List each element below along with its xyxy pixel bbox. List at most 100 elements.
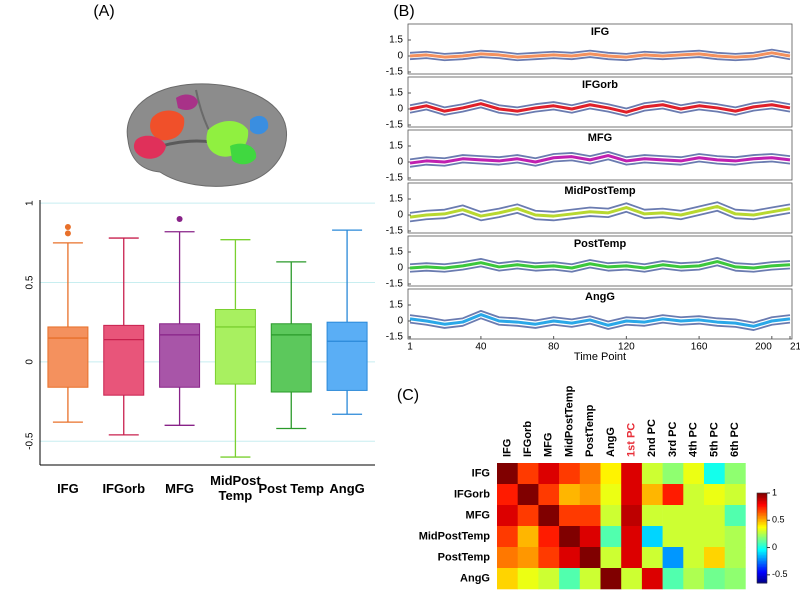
heatmap-cell: [704, 505, 725, 527]
row-label: PostTemp: [438, 551, 491, 563]
column-label: 5th PC: [708, 422, 720, 457]
row-label: MFG: [466, 509, 490, 521]
y-tick-label: -1.5: [386, 279, 404, 290]
heatmap-cell: [621, 526, 643, 548]
y-tick-label: -1.5: [386, 173, 404, 184]
colorbar-strip: [757, 518, 767, 521]
colorbar-strip: [757, 496, 767, 498]
heatmap-cell: [579, 568, 601, 590]
colorbar-strip: [757, 508, 767, 510]
heatmap-cell: [600, 526, 622, 548]
panel-title: MFG: [588, 132, 612, 144]
column-label: AngG: [605, 427, 617, 457]
heatmap-cell: [704, 526, 725, 548]
colorbar-strip: [757, 532, 767, 534]
x-tick-label: IFG: [57, 480, 79, 496]
colorbar-strip: [757, 575, 767, 578]
series-line: [409, 201, 791, 214]
brain-illustration: [126, 83, 288, 187]
colorbar-strip: [757, 539, 767, 542]
heatmap-cell: [559, 505, 581, 527]
outlier: [64, 223, 71, 230]
colorbar-strip: [757, 500, 767, 503]
colorbar-strip: [757, 535, 767, 537]
colorbar-strip: [757, 542, 767, 545]
heatmap-cell: [662, 526, 684, 548]
colorbar-strip: [757, 572, 767, 575]
heatmap-cell: [662, 463, 684, 485]
colorbar-strip: [757, 511, 767, 513]
box: [214, 308, 256, 385]
y-tick-label: -1.5: [386, 120, 404, 131]
heatmap-cell: [600, 547, 622, 569]
colorbar-strip: [757, 509, 767, 512]
series-line: [409, 209, 791, 223]
heatmap-cell: [538, 463, 560, 485]
heatmap-cell: [704, 484, 725, 506]
column-label: 1st PC: [625, 423, 637, 457]
heatmap-cell: [724, 568, 746, 590]
y-tick-label: 1: [25, 200, 36, 206]
heatmap-cell: [579, 547, 601, 569]
y-tick-label: 0: [397, 263, 403, 274]
heatmap-cell: [683, 505, 705, 527]
panel-label: (B): [393, 3, 414, 20]
heatmap-cell: [579, 463, 601, 485]
column-label: 3rd PC: [667, 421, 679, 457]
colorbar-strip: [757, 526, 767, 528]
box: [326, 321, 368, 391]
box: [47, 326, 89, 388]
colorbar-strip: [757, 536, 767, 539]
y-tick-label: -1.5: [386, 226, 404, 237]
x-tick-label: AngG: [329, 480, 365, 496]
heatmap-cell: [497, 505, 518, 527]
heatmap-cell: [600, 505, 622, 527]
heatmap-cell: [579, 484, 601, 506]
colorbar-strip: [757, 517, 767, 519]
colorbar-tick-label: 1: [772, 487, 777, 497]
colorbar-strip: [757, 515, 767, 518]
colorbar-strip: [757, 529, 767, 531]
x-tick-label: MFG: [165, 480, 195, 496]
series-line: [409, 256, 791, 266]
heatmap-cell: [517, 547, 539, 569]
heatmap-cell: [662, 484, 684, 506]
series-line: [409, 51, 791, 59]
x-tick-label: 40: [475, 342, 487, 353]
row-label: IFGorb: [454, 488, 490, 500]
heatmap-cell: [641, 547, 663, 569]
column-label: 2nd PC: [646, 419, 658, 457]
x-tick-label: 80: [548, 342, 560, 353]
column-label: IFGorb: [522, 421, 534, 457]
colorbar-strip: [757, 524, 767, 527]
panel-frame: [407, 129, 793, 181]
row-label: AngG: [460, 572, 490, 584]
y-tick-label: 0: [397, 210, 403, 221]
y-tick-label: 1.5: [389, 88, 403, 99]
colorbar-strip: [757, 557, 767, 560]
heatmap-cell: [662, 547, 684, 569]
box: [159, 323, 201, 388]
series-line: [409, 264, 791, 273]
heatmap-cell: [497, 547, 518, 569]
y-tick-label: 0: [397, 104, 403, 115]
colorbar-strip: [757, 568, 767, 570]
y-tick-label: 0: [397, 316, 403, 327]
x-tick-label: 210: [790, 342, 800, 353]
y-tick-label: -1.5: [386, 67, 404, 78]
colorbar-strip: [757, 566, 767, 569]
colorbar-strip: [757, 581, 767, 584]
colorbar-strip: [757, 541, 767, 543]
x-tick-label: 120: [618, 342, 635, 353]
heatmap-cell: [621, 568, 643, 590]
series-line: [409, 260, 791, 270]
heatmap-cell: [579, 505, 601, 527]
colorbar-strip: [757, 562, 767, 564]
series-line: [409, 317, 791, 331]
colorbar-strip: [757, 494, 767, 497]
colorbar-strip: [757, 505, 767, 507]
heatmap-cell: [724, 463, 746, 485]
series-line: [409, 309, 791, 324]
panel-label: (A): [93, 3, 114, 20]
